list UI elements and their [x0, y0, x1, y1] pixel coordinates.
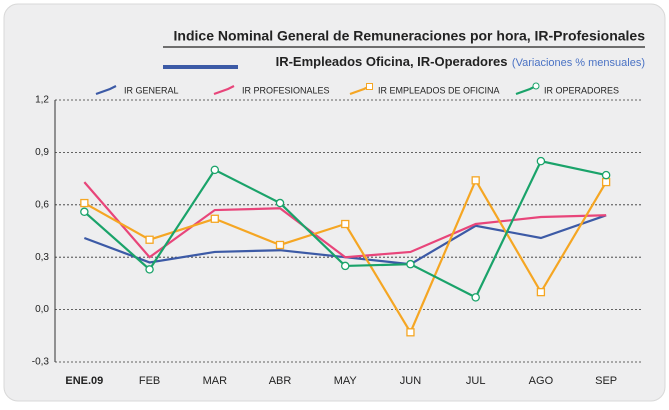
x-tick-label: JUN — [400, 375, 421, 387]
chart-title: Indice Nominal General de Remuneraciones… — [174, 28, 646, 44]
legend-label: IR EMPLEADOS DE OFICINA — [378, 85, 500, 95]
legend-marker — [532, 82, 540, 90]
x-tick-label: MAY — [334, 375, 358, 387]
point — [275, 240, 285, 250]
point — [80, 198, 89, 208]
x-tick-label: SEP — [595, 375, 617, 387]
point — [601, 177, 611, 187]
y-tick-label: 1,2 — [35, 95, 49, 106]
subtitle-note: (Variaciones % mensuales) — [512, 57, 645, 69]
y-tick-label: -0,3 — [32, 357, 50, 368]
y-tick-label: 0,6 — [35, 199, 49, 210]
point — [80, 207, 89, 217]
point — [471, 293, 480, 302]
y-tick-label: 0,0 — [35, 304, 49, 315]
point — [275, 198, 285, 208]
title-bar — [163, 65, 238, 69]
y-tick-label: 0,9 — [35, 147, 49, 158]
x-tick-label: MAR — [203, 375, 228, 387]
legend-label: IR PROFESIONALES — [242, 85, 330, 95]
panel — [3, 3, 666, 402]
point — [601, 170, 611, 180]
point — [210, 165, 220, 175]
point — [341, 219, 350, 229]
point — [536, 287, 546, 297]
legend-swatch — [95, 85, 117, 96]
legend-swatch — [213, 85, 235, 96]
x-tick-label: JUL — [466, 375, 486, 387]
point — [406, 259, 415, 269]
point — [471, 176, 480, 185]
x-tick-label: FEB — [139, 375, 160, 387]
legend-marker — [366, 83, 373, 90]
legend-label: IR GENERAL — [124, 85, 179, 95]
legend-label: IR OPERADORES — [544, 85, 619, 95]
point — [145, 235, 154, 244]
point — [406, 328, 415, 337]
point — [145, 265, 154, 274]
x-tick-label: ABR — [269, 375, 292, 387]
point — [536, 156, 546, 166]
subtitle-text: IR-Empleados Oficina, IR-Operadores — [276, 54, 508, 69]
x-tick-label: ENE.09 — [65, 375, 103, 387]
point — [210, 214, 219, 223]
y-tick-label: 0,3 — [35, 252, 49, 263]
series-line — [83, 181, 607, 259]
point — [340, 261, 350, 271]
subtitle: IR-Empleados Oficina, IR-Operadores (Var… — [276, 54, 645, 71]
x-tick-label: AGO — [529, 375, 554, 387]
